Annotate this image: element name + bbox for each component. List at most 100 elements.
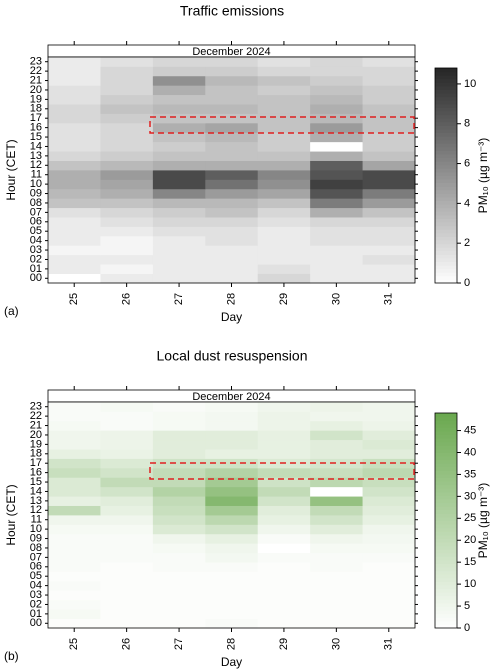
heat-cell <box>310 515 363 525</box>
heat-cell <box>100 505 154 516</box>
heat-cell <box>152 477 206 488</box>
heat-cell <box>205 104 259 114</box>
y-tick-label: 18 <box>30 103 42 115</box>
colorbar-step <box>435 257 457 262</box>
heat-cell <box>100 449 154 459</box>
y-tick-label: 08 <box>30 197 42 209</box>
heat-cell <box>362 543 416 554</box>
colorbar-step <box>435 509 457 514</box>
colorbar-step <box>435 175 457 180</box>
heat-cell <box>362 151 416 161</box>
heat-cell <box>48 515 101 525</box>
heat-cell <box>100 245 154 256</box>
heat-cell <box>48 411 101 422</box>
heat-cell <box>152 254 206 265</box>
heat-cell <box>310 439 363 450</box>
heat-cell <box>48 226 101 237</box>
heat-cell <box>257 533 311 544</box>
heat-cell <box>257 85 311 96</box>
heat-cell <box>257 160 311 171</box>
colorbar-step <box>435 186 457 191</box>
colorbar-step <box>435 268 457 273</box>
heat-cell <box>205 207 259 218</box>
colorbar-step <box>435 261 457 266</box>
y-tick-label: 18 <box>30 448 42 460</box>
heat-cell <box>362 515 416 525</box>
colorbar-step <box>435 527 457 532</box>
colorbar-step <box>435 143 457 148</box>
heat-cell <box>362 217 416 227</box>
heat-cell <box>100 188 154 199</box>
y-tick-label: 07 <box>30 551 42 563</box>
heat-cell <box>310 57 363 67</box>
heat-cell <box>205 198 259 209</box>
colorbar-step <box>435 477 457 482</box>
heat-cell <box>362 420 416 431</box>
heat-cell <box>310 496 363 506</box>
colorbar-step <box>435 229 457 234</box>
colorbar-step <box>435 502 457 507</box>
colorbar-step <box>435 197 457 202</box>
colorbar-step <box>435 189 457 194</box>
heat-cell <box>257 439 311 450</box>
heat-cell <box>100 515 154 525</box>
heat-cell <box>257 226 311 237</box>
heat-cell <box>257 580 311 591</box>
y-tick-label: 03 <box>30 244 42 256</box>
heat-cell <box>362 505 416 516</box>
y-tick-label: 21 <box>30 74 42 86</box>
heat-cell <box>100 467 154 478</box>
heat-cell <box>257 75 311 86</box>
heat-cell <box>100 57 154 67</box>
heat-cell <box>48 75 101 86</box>
heat-cell <box>257 430 311 441</box>
heat-cell <box>257 599 311 610</box>
heat-cell <box>310 179 363 190</box>
heat-cell <box>205 402 259 412</box>
heat-cell <box>205 57 259 67</box>
colorbar-frame <box>434 412 458 629</box>
heat-cell <box>310 217 363 227</box>
heat-cell <box>100 496 154 506</box>
colorbar-step <box>435 78 457 83</box>
heat-cell <box>310 207 363 218</box>
heat-cell <box>100 571 154 582</box>
heat-cell <box>310 458 363 469</box>
heat-cell <box>257 273 311 284</box>
y-tick-label: 10 <box>30 523 42 535</box>
colorbar-step <box>435 567 457 572</box>
heat-cell <box>362 207 416 218</box>
colorbar-label: PM₁₀ (µg m⁻³) <box>476 483 490 559</box>
heat-cell <box>362 179 416 190</box>
heat-cell <box>257 122 311 133</box>
heat-cell <box>100 264 154 274</box>
colorbar-step <box>435 581 457 586</box>
heat-cell <box>152 439 206 450</box>
colorbar-step <box>435 179 457 184</box>
heat-cell <box>205 141 259 152</box>
heat-cell <box>205 599 259 610</box>
heat-cell <box>257 562 311 572</box>
heat-cell <box>362 188 416 199</box>
heat-cell <box>362 609 416 619</box>
y-tick-label: 12 <box>30 159 42 171</box>
heat-cell <box>205 524 259 535</box>
colorbar-step <box>435 563 457 568</box>
heat-cell <box>152 188 206 199</box>
heat-cell <box>310 151 363 161</box>
heat-cell <box>310 467 363 478</box>
heat-cell <box>152 85 206 96</box>
heat-cell <box>48 179 101 190</box>
heat-cell <box>48 122 101 133</box>
colorbar-step <box>435 552 457 557</box>
heat-cell <box>100 179 154 190</box>
heat-cell <box>362 467 416 478</box>
heat-cell <box>205 264 259 274</box>
heat-cell <box>152 132 206 143</box>
heat-cell <box>100 104 154 114</box>
colorbar-step <box>435 240 457 245</box>
heat-cell <box>205 477 259 488</box>
y-tick-label: 14 <box>30 485 42 497</box>
y-tick-label: 01 <box>30 263 42 275</box>
heat-cell <box>362 198 416 209</box>
